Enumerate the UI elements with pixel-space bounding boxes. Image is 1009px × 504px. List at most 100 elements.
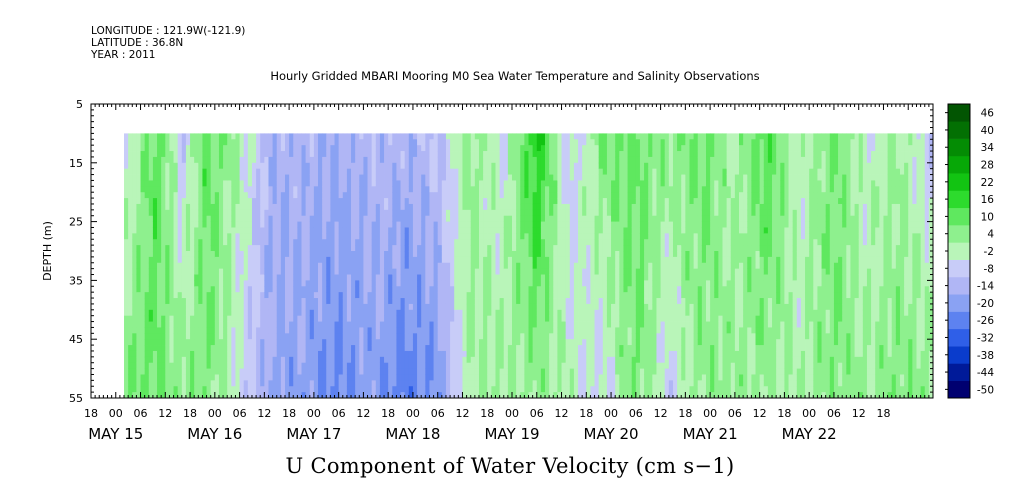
heat-cell <box>322 174 327 181</box>
heat-cell <box>388 215 393 222</box>
heat-cell <box>206 321 212 328</box>
heat-cell <box>561 256 567 264</box>
heat-cell <box>491 245 496 252</box>
heat-cell <box>545 133 550 140</box>
heat-cell <box>545 303 550 311</box>
heat-cell <box>276 368 282 375</box>
heat-cell <box>289 215 294 222</box>
heat-cell <box>235 186 240 193</box>
heat-cell <box>223 151 228 158</box>
heat-cell <box>136 198 141 205</box>
heat-cell <box>371 168 377 175</box>
heat-cell <box>346 151 352 158</box>
heat-cell <box>206 292 212 299</box>
heat-cell <box>363 350 368 358</box>
heat-cell <box>297 262 302 270</box>
heat-cell <box>400 174 406 181</box>
heat-cell <box>466 380 472 387</box>
heat-cell <box>198 203 203 211</box>
heat-cell <box>503 345 509 352</box>
heat-cell <box>342 156 348 164</box>
heat-cell <box>169 151 174 158</box>
heat-cell <box>297 362 302 369</box>
heat-cell <box>169 227 174 234</box>
heat-cell <box>289 386 294 393</box>
heat-cell <box>152 239 158 246</box>
heat-cell <box>532 327 538 334</box>
heat-cell <box>408 386 414 393</box>
heat-cell <box>520 203 525 211</box>
heat-cell <box>214 239 220 246</box>
heat-cell <box>536 333 542 340</box>
heat-cell <box>268 139 274 146</box>
heat-cell <box>400 315 406 322</box>
heat-cell <box>214 198 220 205</box>
heat-cell <box>445 292 451 299</box>
heat-cell <box>247 374 253 381</box>
heat-cell <box>363 303 368 311</box>
heat-cell <box>545 145 550 152</box>
heat-cell <box>272 356 278 364</box>
heat-cell <box>437 345 443 352</box>
heat-cell <box>218 227 224 234</box>
heat-cell <box>445 333 451 340</box>
heat-cell <box>528 303 534 311</box>
heat-cell <box>202 274 207 281</box>
heat-cell <box>313 274 319 281</box>
heat-cell <box>549 345 554 352</box>
heat-cell <box>165 245 170 252</box>
heat-cell <box>417 203 422 211</box>
heat-cell <box>474 209 480 217</box>
heat-cell <box>243 309 249 317</box>
heat-cell <box>152 156 158 164</box>
heat-cell <box>144 339 150 346</box>
heat-cell <box>334 192 340 199</box>
heat-cell <box>206 186 212 193</box>
heat-cell <box>124 309 129 317</box>
heat-cell <box>536 309 542 317</box>
heat-cell <box>181 327 187 334</box>
heat-cell <box>516 339 521 346</box>
heat-cell <box>466 180 472 187</box>
heat-cell <box>495 374 501 381</box>
heat-cell <box>445 168 451 175</box>
heat-cell <box>128 221 133 228</box>
heat-cell <box>293 192 298 199</box>
heat-cell <box>264 368 269 375</box>
heat-cell <box>338 209 344 217</box>
heat-cell <box>256 151 261 158</box>
heat-cell <box>169 315 174 322</box>
heat-cell <box>293 221 298 228</box>
heat-cell <box>326 350 331 358</box>
heat-cell <box>194 309 199 317</box>
heat-cell <box>433 309 439 317</box>
heat-cell <box>545 245 550 252</box>
heat-cell <box>487 198 492 205</box>
heat-cell <box>214 374 220 381</box>
heat-cell <box>516 198 521 205</box>
heat-cell <box>545 368 550 375</box>
heat-cell <box>503 168 509 175</box>
heat-cell <box>578 198 583 205</box>
heat-cell <box>210 239 216 246</box>
heat-cell <box>462 209 468 217</box>
heat-cell <box>318 227 323 234</box>
heat-cell <box>507 345 513 352</box>
heat-cell <box>421 215 426 222</box>
heat-cell <box>437 145 443 152</box>
heat-cell <box>194 156 199 164</box>
heat-cell <box>549 192 554 199</box>
heat-cell <box>251 203 257 211</box>
heat-cell <box>227 168 232 175</box>
heat-cell <box>210 209 216 217</box>
heat-cell <box>165 139 170 146</box>
heat-cell <box>478 327 484 334</box>
heat-cell <box>437 362 443 369</box>
heat-cell <box>491 233 496 240</box>
heat-cell <box>573 315 579 322</box>
heat-cell <box>128 203 133 211</box>
heat-cell <box>136 262 141 270</box>
heat-cell <box>561 268 567 275</box>
heat-cell <box>507 315 513 322</box>
heat-cell <box>264 186 269 193</box>
